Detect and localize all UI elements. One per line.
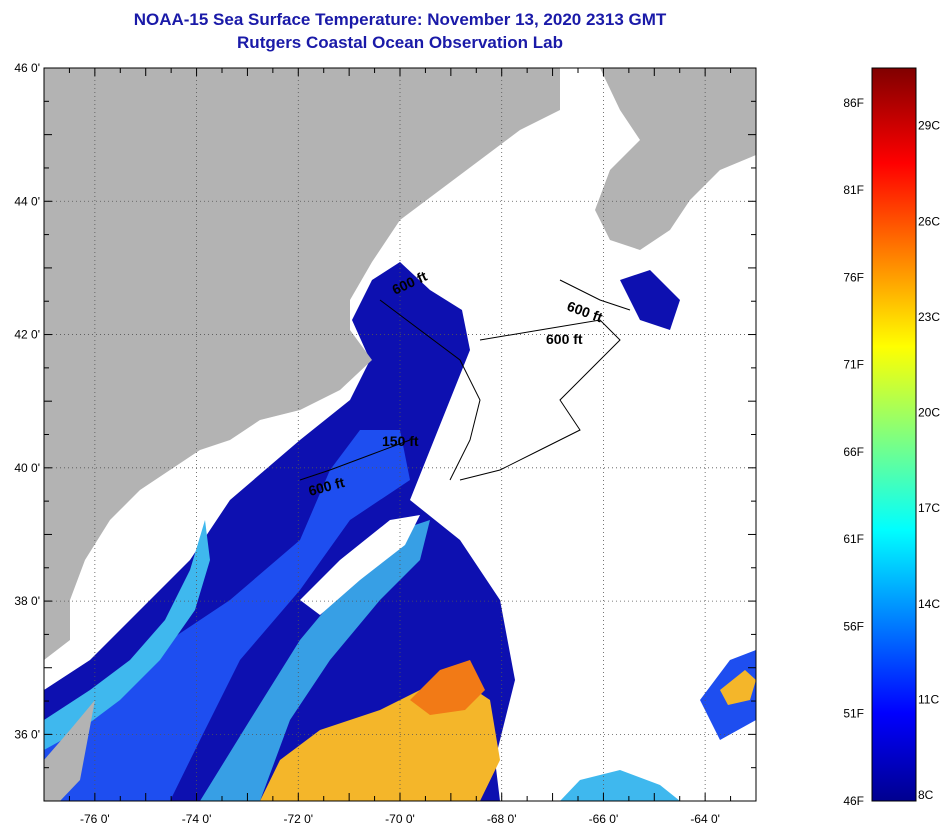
colorbar xyxy=(871,67,917,802)
map-subtitle: Rutgers Coastal Ocean Observation Lab xyxy=(237,33,563,52)
colorbar-c-label: 11C xyxy=(918,692,939,706)
lat-tick-label: 42 0' xyxy=(14,328,40,342)
shelf-water-band xyxy=(200,520,430,801)
lon-tick-label: -68 0' xyxy=(487,812,517,826)
map-ticks xyxy=(43,67,757,802)
land-southern-coast xyxy=(44,700,95,801)
lon-tick-label: -64 0' xyxy=(690,812,720,826)
mid-water-region xyxy=(44,430,410,801)
map-title: NOAA-15 Sea Surface Temperature: Novembe… xyxy=(133,10,667,29)
colorbar-f-label: 56F xyxy=(843,619,864,633)
land-canada xyxy=(595,68,756,250)
lat-tick-label: 44 0' xyxy=(14,194,40,208)
map-imagery xyxy=(44,68,756,801)
lon-tick-label: -70 0' xyxy=(385,812,415,826)
lat-tick-label: 40 0' xyxy=(14,461,40,475)
colorbar-f-label: 46F xyxy=(843,794,864,808)
contour-label-4: 150 ft xyxy=(382,433,419,449)
colorbar-c-label: 14C xyxy=(918,597,940,611)
colorbar-f-label: 81F xyxy=(843,183,864,197)
offshore-south-patch xyxy=(560,770,680,801)
colorbar-c-label: 23C xyxy=(918,310,940,324)
depth-contours xyxy=(299,279,631,481)
contour-label-3: 600 ft xyxy=(546,331,583,347)
lat-tick-label: 36 0' xyxy=(14,727,40,741)
colorbar-f-label: 86F xyxy=(843,96,864,110)
colorbar-f-label: 71F xyxy=(843,358,864,372)
colorbar-f-label: 51F xyxy=(843,707,864,721)
cloud-patch xyxy=(300,515,420,615)
lon-tick-label: -72 0' xyxy=(283,812,313,826)
gulf-of-maine-water xyxy=(620,270,680,330)
map-axis-labels: -76 0' -74 0' -72 0' -70 0' -68 0' -66 0' -64 … xyxy=(14,61,720,826)
colorbar-c-label: 29C xyxy=(918,119,940,133)
lon-tick-label: -76 0' xyxy=(80,812,110,826)
lon-tick-label: -74 0' xyxy=(182,812,212,826)
colorbar-c-label: 26C xyxy=(918,214,940,228)
colorbar-f-label: 66F xyxy=(843,445,864,459)
offshore-warm-patch xyxy=(720,670,756,705)
shelf-water-region xyxy=(44,520,210,750)
hot-water-region xyxy=(410,660,485,715)
colorbar-c-label: 17C xyxy=(918,501,940,515)
lat-tick-label: 46 0' xyxy=(14,61,40,75)
colorbar-c-label: 20C xyxy=(918,406,940,420)
colorbar-c-label: 8C xyxy=(918,788,934,802)
map-gridlines xyxy=(44,68,756,801)
lat-tick-label: 38 0' xyxy=(14,594,40,608)
colorbar-labels: 86F 81F 76F 71F 66F 61F 56F 51F 46F 29C 26C 23C 20C 1… xyxy=(843,96,940,808)
colorbar-f-label: 61F xyxy=(843,532,864,546)
land-us-mainland xyxy=(44,68,560,660)
colorbar-f-label: 76F xyxy=(843,270,864,284)
lon-tick-label: -66 0' xyxy=(589,812,619,826)
